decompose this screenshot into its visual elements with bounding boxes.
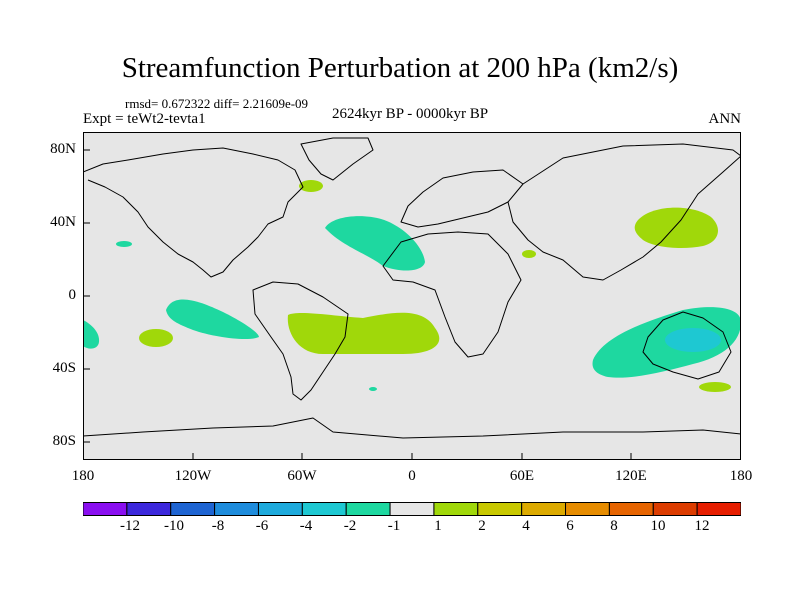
colorbar-label: -1 <box>387 518 401 534</box>
stats-text: rmsd= 0.672322 diff= 2.21609e-09 <box>125 96 309 111</box>
colorbar <box>83 502 741 516</box>
coastlines <box>83 137 741 439</box>
colorbar-label: -6 <box>255 518 269 534</box>
colorbar-swatch <box>257 502 303 516</box>
colorbar-label: 6 <box>566 518 574 534</box>
colorbar-swatch <box>301 502 347 516</box>
coast-africa <box>382 231 522 358</box>
anomaly-patch <box>116 241 132 247</box>
colorbar-swatch <box>477 502 523 516</box>
x-tick-label: 180 <box>71 468 95 484</box>
anomaly-patch <box>522 250 536 258</box>
colorbar-swatch <box>608 502 654 516</box>
colorbar-label: 4 <box>522 518 530 534</box>
y-tick-label: 80N <box>50 141 76 157</box>
anomaly-patch <box>83 320 100 349</box>
colorbar-label: 1 <box>434 518 442 534</box>
experiment-label: Expt = teWt2-tevta1 <box>83 111 206 127</box>
colorbar-label: 2 <box>478 518 486 534</box>
x-tick-label: 180 <box>729 468 753 484</box>
map-ticks <box>83 149 632 460</box>
y-tick-label: 0 <box>68 287 77 303</box>
x-tick-label: 120W <box>174 468 212 484</box>
coast-north-america <box>83 147 304 278</box>
colorbar-swatch <box>83 502 128 516</box>
season-label: ANN <box>708 111 742 127</box>
anomaly-patch <box>139 329 173 347</box>
anomaly-patch <box>287 312 440 354</box>
map-background <box>83 132 741 460</box>
colorbar-swatch <box>652 502 698 516</box>
coast-greenland <box>300 137 374 181</box>
colorbar-swatch <box>696 502 741 516</box>
y-tick-label: 40S <box>52 360 76 376</box>
coast-antarctica <box>83 417 741 439</box>
anomaly-patch <box>699 382 731 392</box>
x-tick-label: 60W <box>287 468 317 484</box>
colorbar-label: 8 <box>610 518 618 534</box>
coast-asia <box>507 143 741 281</box>
coast-australia <box>642 311 732 380</box>
colorbar-label: -10 <box>164 518 184 534</box>
colorbar-label: -8 <box>211 518 225 534</box>
anomaly-patch <box>665 328 721 352</box>
colorbar-swatch <box>433 502 479 516</box>
anomaly-regions <box>83 180 741 392</box>
anomaly-patch <box>325 216 425 271</box>
x-tick-label: 60E <box>509 468 535 484</box>
anomaly-patch <box>166 299 259 340</box>
y-tick-label: 80S <box>52 433 76 449</box>
colorbar-label: -2 <box>343 518 357 534</box>
colorbar-label: -12 <box>120 518 140 534</box>
coast-south-america <box>252 281 349 401</box>
colorbar-swatch <box>214 502 259 516</box>
colorbar-label: 12 <box>694 518 710 534</box>
colorbar-label: 10 <box>650 518 666 534</box>
colorbar-swatch <box>345 502 391 516</box>
y-tick-label: 40N <box>50 214 76 230</box>
colorbar-swatch <box>565 502 610 516</box>
x-tick-label: 0 <box>408 468 416 484</box>
colorbar-swatch <box>126 502 172 516</box>
colorbar-swatch <box>389 502 435 516</box>
colorbar-swatch <box>170 502 216 516</box>
anomaly-patch <box>369 387 377 391</box>
colorbar-label: -4 <box>299 518 313 534</box>
anomaly-patch <box>299 180 323 192</box>
period-label: 2624kyr BP - 0000kyr BP <box>331 106 489 122</box>
anomaly-patch <box>634 207 718 248</box>
world-map <box>83 132 741 460</box>
x-tick-label: 120E <box>615 468 647 484</box>
plot-title: Streamfunction Perturbation at 200 hPa (… <box>121 52 679 84</box>
colorbar-swatch <box>521 502 567 516</box>
